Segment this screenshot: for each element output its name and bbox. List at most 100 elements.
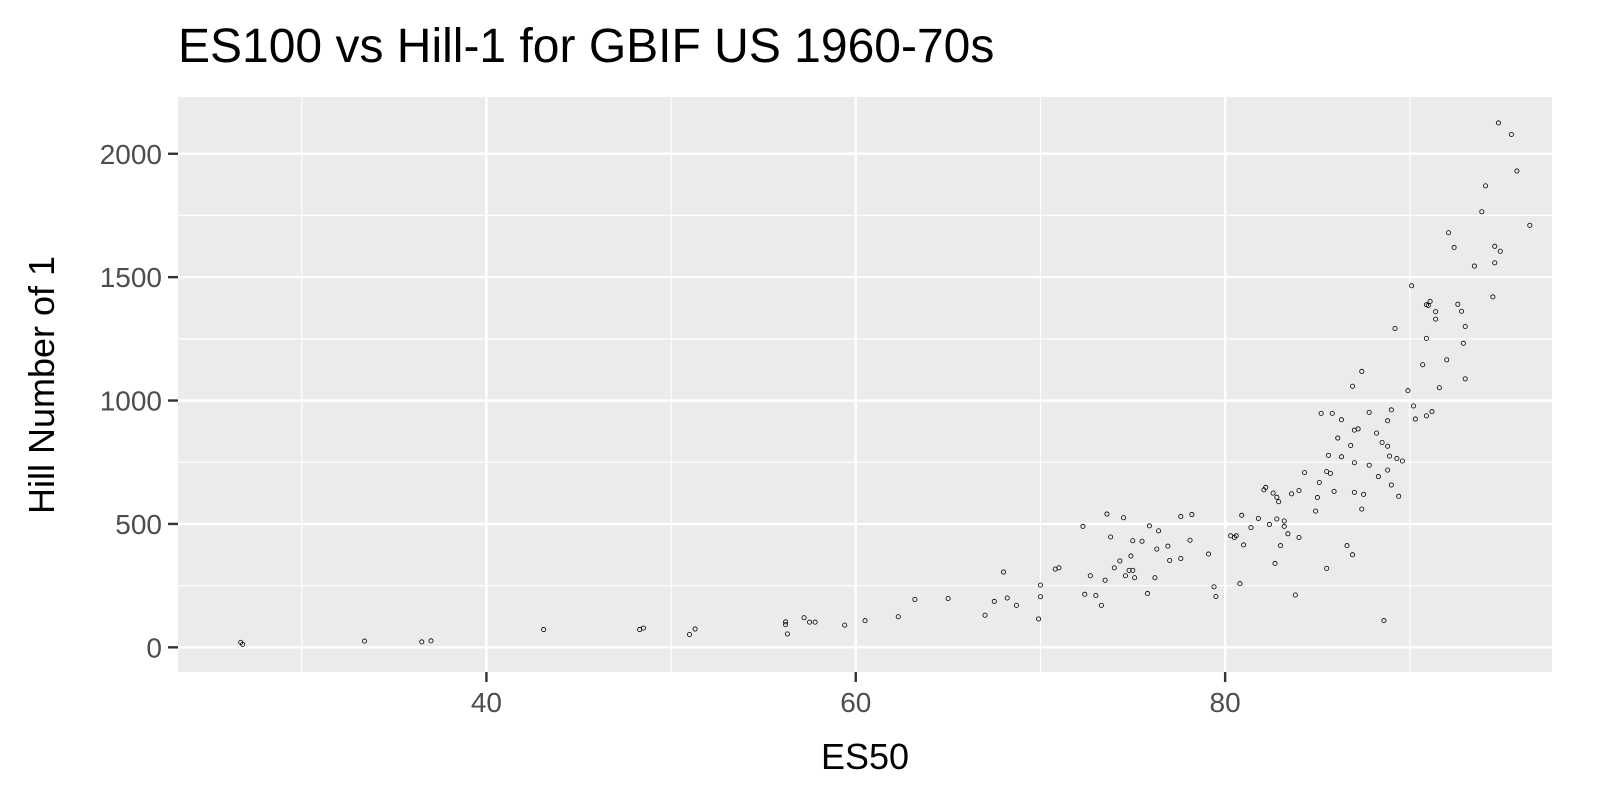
y-tick-label: 2000 [100, 139, 162, 170]
data-point [1152, 575, 1158, 581]
data-point [1385, 418, 1391, 424]
data-point [1156, 528, 1162, 534]
data-point [1276, 499, 1282, 505]
data-point [1211, 584, 1217, 590]
data-point [1429, 409, 1435, 415]
data-point [1495, 120, 1501, 126]
data-point [1213, 593, 1219, 599]
data-point [1399, 458, 1405, 464]
data-point [1420, 362, 1426, 368]
data-point [1093, 592, 1099, 598]
data-point [1446, 230, 1452, 236]
data-point [1427, 298, 1433, 304]
data-point [1274, 516, 1280, 522]
data-point [1338, 454, 1344, 460]
data-point [1239, 512, 1245, 518]
data-point [1412, 416, 1418, 422]
data-point [1492, 260, 1498, 266]
data-point [1379, 439, 1385, 445]
data-point [912, 596, 918, 602]
data-point [1527, 222, 1533, 228]
data-point [1117, 558, 1123, 564]
data-point [1004, 595, 1010, 601]
data-point [1410, 403, 1416, 409]
data-point [692, 626, 698, 632]
data-point [1255, 516, 1261, 522]
data-point [1335, 435, 1341, 441]
data-point [1167, 557, 1173, 563]
data-point [1296, 488, 1302, 494]
data-point [1237, 581, 1243, 587]
data-point [1266, 521, 1272, 527]
data-point [1381, 618, 1387, 624]
data-point [1274, 494, 1280, 500]
data-point [1326, 452, 1332, 458]
data-point [1327, 470, 1333, 476]
data-point [1385, 443, 1391, 449]
data-point [783, 619, 789, 625]
data-point [1375, 474, 1381, 480]
data-point [1451, 245, 1457, 251]
data-point [1444, 357, 1450, 363]
data-point [1388, 482, 1394, 488]
x-tick-label: 80 [1210, 687, 1241, 718]
data-point [1013, 602, 1019, 608]
data-point [1270, 490, 1276, 496]
data-point [1206, 551, 1212, 557]
data-point [1462, 376, 1468, 382]
plot-panel [178, 97, 1552, 672]
data-point [807, 619, 813, 625]
data-point [784, 631, 790, 637]
data-point [1374, 430, 1380, 436]
data-point [1492, 243, 1498, 249]
data-point [1348, 442, 1354, 448]
data-point [1036, 616, 1042, 622]
data-point [1508, 132, 1514, 138]
y-tick-label: 500 [115, 509, 162, 540]
data-point [945, 595, 951, 601]
x-axis-title: ES50 [821, 736, 909, 777]
data-point [1394, 456, 1400, 462]
data-point [1285, 531, 1291, 537]
data-point [1331, 488, 1337, 494]
data-point [1471, 263, 1477, 269]
data-point [1056, 565, 1062, 571]
data-point [1366, 462, 1372, 468]
data-point [1324, 565, 1330, 571]
data-point [1248, 525, 1254, 531]
data-point [982, 612, 988, 618]
data-point [1154, 546, 1160, 552]
data-point [1080, 523, 1086, 529]
data-point [1350, 552, 1356, 558]
y-axis: 0 500 1000 1500 2000 [100, 139, 178, 663]
data-point [1359, 506, 1365, 512]
data-point [240, 641, 246, 647]
data-point [1082, 591, 1088, 597]
data-point [1433, 309, 1439, 315]
data-point [1351, 489, 1357, 495]
data-point [1359, 368, 1365, 374]
data-point [419, 639, 425, 645]
data-point [1187, 537, 1193, 543]
data-point [362, 638, 368, 644]
data-point [1436, 385, 1442, 391]
data-point [1409, 283, 1415, 289]
data-point [1318, 410, 1324, 416]
data-point [1233, 533, 1239, 539]
data-point [1289, 491, 1295, 497]
data-point [801, 615, 807, 621]
data-point [1344, 543, 1350, 549]
data-point [1130, 567, 1136, 573]
data-point [1460, 340, 1466, 346]
data-point [1139, 538, 1145, 544]
x-tick-label: 40 [471, 687, 502, 718]
data-point [1272, 560, 1278, 566]
data-point [1405, 388, 1411, 394]
data-point [1111, 565, 1117, 571]
grid-minor [178, 97, 1552, 672]
data-point [1292, 592, 1298, 598]
data-point [1355, 426, 1361, 432]
data-point [1386, 453, 1392, 459]
data-point [1313, 508, 1319, 514]
